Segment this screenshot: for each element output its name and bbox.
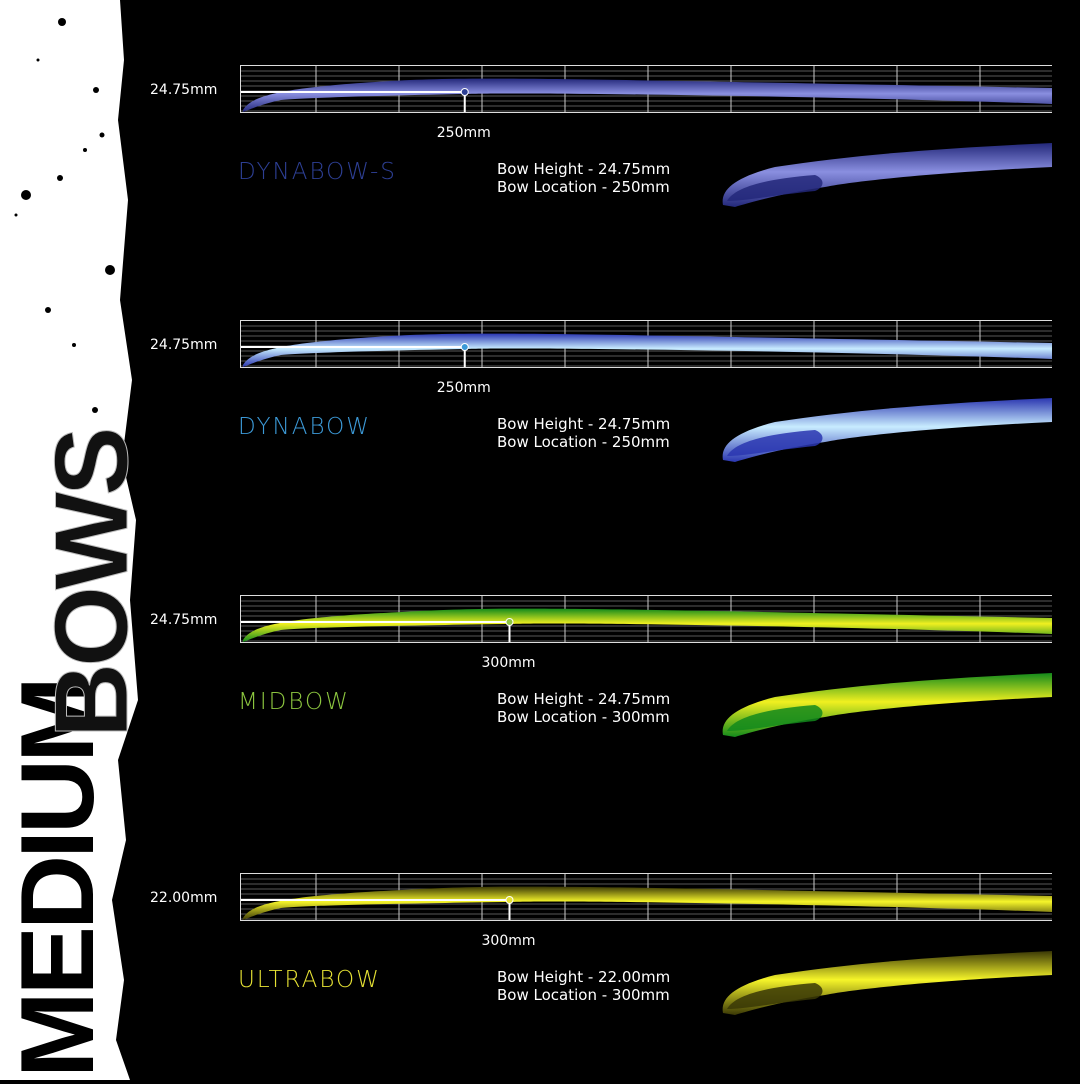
bow-profile [243,78,1052,112]
bow-height-spec: Bow Height - 24.75mm [497,415,671,433]
bow-location-axis-label: 300mm [481,655,536,671]
bow-location-axis-label: 250mm [436,125,491,141]
product-section: 24.75mm 300mm MIDBOW Bow Height - 24.75m… [0,595,1080,795]
bow-peak-marker [505,896,514,904]
product-name: ULTRABOW [238,967,381,993]
bow-profile-chart [240,65,1052,113]
product-specs: Bow Height - 22.00mm Bow Location - 300m… [497,968,670,1004]
grunge-side-banner: MEDIUM BOWS [0,0,151,1080]
bow-profile-chart [240,320,1052,368]
bow-profile-chart [240,873,1052,921]
bow-tip-closeup [722,398,1052,462]
bow-peak-marker [460,88,469,96]
bow-location-spec: Bow Location - 300mm [497,986,670,1004]
product-name: DYNABOW-S [238,159,397,185]
product-specs: Bow Height - 24.75mm Bow Location - 250m… [497,415,670,451]
bow-height-spec: Bow Height - 24.75mm [497,160,671,178]
product-specs: Bow Height - 24.75mm Bow Location - 300m… [497,690,670,726]
bow-location-axis-label: 250mm [436,380,491,396]
bow-location-spec: Bow Location - 300mm [497,708,670,726]
product-section: 24.75mm 250mm DYNABOW Bow Height - 24.75… [0,320,1080,520]
bow-height-axis-label: 24.75mm [150,82,218,98]
bow-location-spec: Bow Location - 250mm [497,178,670,196]
bow-peak-marker [460,343,469,351]
bow-height-axis-label: 24.75mm [150,337,218,353]
bow-height-axis-label: 22.00mm [150,890,218,906]
bow-height-spec: Bow Height - 22.00mm [497,968,671,986]
bow-location-spec: Bow Location - 250mm [497,433,670,451]
bow-height-axis-label: 24.75mm [150,612,218,628]
product-section: 24.75mm 250mm DYNABOW-S Bow Height - 24.… [0,65,1080,265]
bow-profile-chart [240,595,1052,643]
product-name: DYNABOW [238,414,371,440]
bow-profile [243,886,1052,920]
bow-tip-closeup [722,673,1052,737]
bow-peak-marker [505,618,514,626]
bow-tip-closeup [722,951,1052,1015]
product-specs: Bow Height - 24.75mm Bow Location - 250m… [497,160,670,196]
bow-location-axis-label: 300mm [481,933,536,949]
product-section: 22.00mm 300mm ULTRABOW Bow Height - 22.0… [0,873,1080,1073]
bow-profile [243,608,1052,642]
bow-height-spec: Bow Height - 24.75mm [497,690,671,708]
bow-tip-closeup [722,143,1052,207]
product-name: MIDBOW [238,689,350,715]
bow-profile [243,333,1052,367]
torn-white-background [0,0,138,1080]
